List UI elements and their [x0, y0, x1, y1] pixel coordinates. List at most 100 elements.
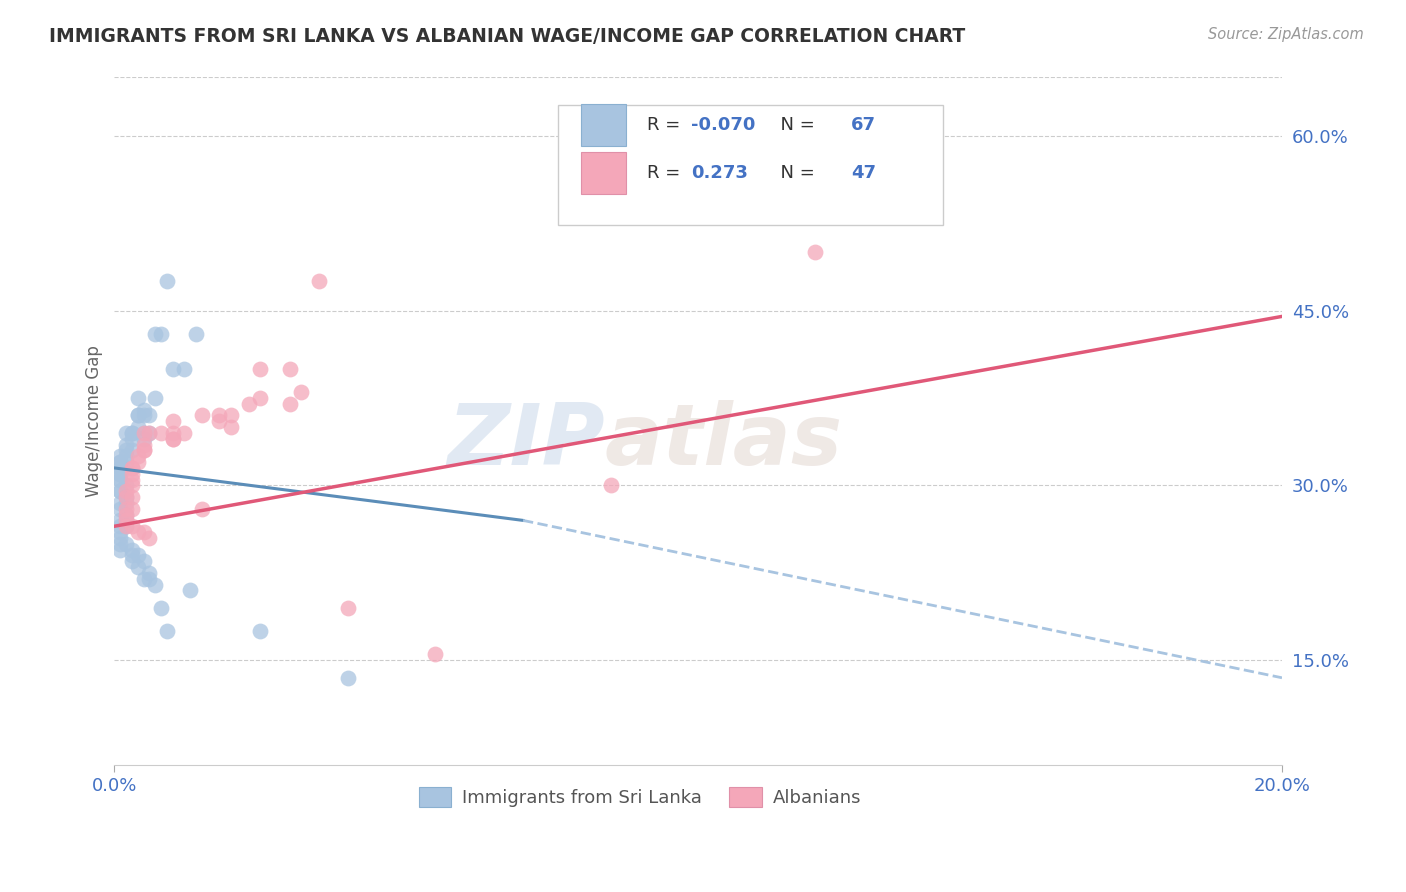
- Point: [121, 461, 143, 475]
- Point: [425, 648, 447, 662]
- Point: [162, 362, 184, 376]
- Point: [115, 478, 138, 492]
- Point: [110, 501, 132, 516]
- Point: [115, 537, 138, 551]
- Y-axis label: Wage/Income Gap: Wage/Income Gap: [86, 345, 103, 497]
- Point: [110, 542, 132, 557]
- Point: [143, 577, 166, 591]
- Point: [143, 391, 166, 405]
- Point: [110, 473, 132, 487]
- Point: [115, 455, 138, 469]
- Point: [132, 437, 155, 451]
- Point: [115, 443, 138, 458]
- Point: [121, 443, 143, 458]
- Point: [110, 450, 132, 464]
- Point: [110, 473, 132, 487]
- Point: [278, 397, 301, 411]
- Point: [121, 461, 143, 475]
- Point: [173, 425, 195, 440]
- Point: [110, 519, 132, 533]
- Point: [132, 443, 155, 458]
- Point: [115, 425, 138, 440]
- Point: [110, 484, 132, 499]
- Point: [115, 437, 138, 451]
- Point: [115, 450, 138, 464]
- Point: [127, 420, 149, 434]
- Point: [132, 425, 155, 440]
- Point: [127, 549, 149, 563]
- Point: [156, 624, 179, 639]
- Point: [150, 326, 173, 341]
- Text: 0.273: 0.273: [692, 164, 748, 182]
- Text: IMMIGRANTS FROM SRI LANKA VS ALBANIAN WAGE/INCOME GAP CORRELATION CHART: IMMIGRANTS FROM SRI LANKA VS ALBANIAN WA…: [49, 27, 966, 45]
- Point: [249, 362, 271, 376]
- Point: [121, 425, 143, 440]
- Text: N =: N =: [769, 116, 821, 134]
- Point: [173, 362, 195, 376]
- Point: [138, 531, 160, 545]
- Point: [121, 473, 143, 487]
- Point: [156, 275, 179, 289]
- Point: [121, 467, 143, 481]
- Point: [208, 409, 231, 423]
- Text: atlas: atlas: [605, 401, 844, 483]
- Point: [132, 554, 155, 568]
- Point: [121, 542, 143, 557]
- Point: [127, 524, 149, 539]
- Point: [599, 478, 621, 492]
- Point: [115, 484, 138, 499]
- Text: Source: ZipAtlas.com: Source: ZipAtlas.com: [1208, 27, 1364, 42]
- Point: [127, 391, 149, 405]
- Point: [110, 484, 132, 499]
- Point: [132, 432, 155, 446]
- Point: [336, 600, 359, 615]
- Point: [290, 385, 312, 400]
- Point: [208, 414, 231, 428]
- Point: [110, 513, 132, 527]
- Text: R =: R =: [647, 116, 686, 134]
- Point: [278, 362, 301, 376]
- FancyBboxPatch shape: [558, 105, 943, 226]
- Point: [219, 420, 242, 434]
- Point: [115, 496, 138, 510]
- Point: [121, 519, 143, 533]
- Text: R =: R =: [647, 164, 692, 182]
- Bar: [582, 103, 626, 146]
- Point: [804, 245, 827, 260]
- Point: [110, 461, 132, 475]
- Point: [150, 425, 173, 440]
- Point: [162, 432, 184, 446]
- Point: [249, 624, 271, 639]
- Point: [115, 519, 138, 533]
- Point: [308, 275, 330, 289]
- Point: [115, 508, 138, 522]
- Point: [110, 467, 132, 481]
- Point: [143, 326, 166, 341]
- Point: [127, 409, 149, 423]
- Text: 47: 47: [851, 164, 876, 182]
- Point: [191, 409, 214, 423]
- Point: [121, 478, 143, 492]
- Point: [162, 425, 184, 440]
- Point: [132, 402, 155, 417]
- Point: [132, 425, 155, 440]
- Point: [110, 524, 132, 539]
- Point: [132, 443, 155, 458]
- Point: [219, 409, 242, 423]
- Point: [162, 432, 184, 446]
- Point: [110, 467, 132, 481]
- Point: [110, 455, 132, 469]
- Point: [179, 583, 201, 598]
- Point: [121, 501, 143, 516]
- Point: [249, 391, 271, 405]
- Point: [127, 455, 149, 469]
- Bar: [582, 152, 626, 194]
- Point: [121, 554, 143, 568]
- Point: [138, 425, 160, 440]
- Point: [238, 397, 260, 411]
- Point: [138, 572, 160, 586]
- Point: [115, 513, 138, 527]
- Point: [110, 537, 132, 551]
- Legend: Immigrants from Sri Lanka, Albanians: Immigrants from Sri Lanka, Albanians: [412, 780, 868, 814]
- Point: [138, 566, 160, 580]
